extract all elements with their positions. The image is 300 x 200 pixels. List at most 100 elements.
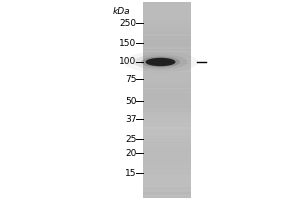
Bar xyxy=(142,17,190,18)
Bar xyxy=(142,39,190,41)
Bar xyxy=(142,181,190,183)
Text: 75: 75 xyxy=(125,74,136,84)
Bar xyxy=(142,170,190,172)
Bar xyxy=(142,137,190,139)
Bar xyxy=(142,142,190,143)
Bar xyxy=(142,5,190,7)
Bar xyxy=(142,70,190,72)
Bar xyxy=(142,160,190,162)
Bar xyxy=(142,26,190,28)
Bar xyxy=(142,121,190,123)
Bar xyxy=(142,59,190,61)
Bar xyxy=(142,67,190,69)
Bar xyxy=(142,141,190,142)
Bar xyxy=(142,165,190,167)
Bar xyxy=(142,39,190,40)
Bar xyxy=(142,113,190,115)
Text: 50: 50 xyxy=(125,97,136,106)
Bar xyxy=(142,105,190,107)
Bar xyxy=(142,192,190,194)
Bar xyxy=(142,108,190,110)
Bar xyxy=(142,195,190,196)
Bar xyxy=(142,80,190,82)
Bar xyxy=(142,131,190,133)
Bar xyxy=(142,12,190,13)
Bar xyxy=(142,139,190,141)
Bar xyxy=(142,154,190,156)
Bar xyxy=(142,2,190,4)
Bar xyxy=(142,106,190,107)
Bar xyxy=(142,59,190,61)
Bar xyxy=(142,98,190,100)
Text: 15: 15 xyxy=(125,168,136,178)
Bar xyxy=(142,190,190,191)
Bar xyxy=(142,164,190,165)
Bar xyxy=(142,128,190,129)
Bar xyxy=(142,30,190,31)
Ellipse shape xyxy=(141,57,180,67)
Bar xyxy=(142,28,190,30)
Bar xyxy=(142,62,190,64)
Bar xyxy=(142,97,190,98)
Bar xyxy=(142,100,190,102)
Bar xyxy=(142,167,190,169)
Bar xyxy=(142,110,190,111)
Bar xyxy=(142,157,190,159)
Bar xyxy=(142,123,190,124)
Bar xyxy=(142,136,190,138)
Bar xyxy=(142,31,190,33)
Bar xyxy=(142,126,190,128)
Bar xyxy=(142,85,190,87)
Bar xyxy=(142,75,190,77)
Bar xyxy=(142,74,190,75)
Bar xyxy=(142,18,190,20)
Bar xyxy=(142,15,190,17)
Bar xyxy=(142,162,190,164)
Bar xyxy=(142,33,190,35)
Text: 150: 150 xyxy=(119,38,136,47)
Text: kDa: kDa xyxy=(113,7,130,16)
Bar xyxy=(142,79,190,80)
Bar xyxy=(142,36,190,38)
Bar xyxy=(142,56,190,58)
Bar xyxy=(142,23,190,25)
Bar xyxy=(142,186,190,188)
Bar xyxy=(142,72,190,74)
Bar xyxy=(142,44,190,45)
Bar xyxy=(142,111,190,112)
Bar xyxy=(142,172,190,173)
Bar xyxy=(142,87,190,89)
Bar xyxy=(142,95,190,97)
Text: 100: 100 xyxy=(119,58,136,66)
Bar xyxy=(142,188,190,190)
Bar xyxy=(142,21,190,23)
Bar xyxy=(142,155,190,157)
Bar xyxy=(142,10,190,12)
Bar xyxy=(142,38,190,40)
Bar xyxy=(142,188,190,189)
Bar xyxy=(142,59,190,60)
Bar xyxy=(142,52,190,54)
Bar xyxy=(142,132,190,134)
Bar xyxy=(142,180,190,182)
Bar xyxy=(142,45,190,46)
Bar xyxy=(142,177,190,178)
Bar xyxy=(142,77,190,79)
Bar xyxy=(142,114,190,116)
Bar xyxy=(142,146,190,147)
Ellipse shape xyxy=(123,51,198,72)
Bar xyxy=(142,101,190,103)
Bar xyxy=(142,185,190,187)
Bar xyxy=(142,88,190,90)
Bar xyxy=(142,66,190,67)
Bar xyxy=(142,82,190,84)
Bar xyxy=(142,195,190,197)
Bar xyxy=(142,20,190,22)
Bar xyxy=(142,106,190,108)
Bar xyxy=(142,7,190,9)
Bar xyxy=(142,150,190,152)
Bar xyxy=(142,90,190,92)
Bar xyxy=(142,25,190,26)
Ellipse shape xyxy=(146,58,176,66)
Bar xyxy=(142,64,190,66)
